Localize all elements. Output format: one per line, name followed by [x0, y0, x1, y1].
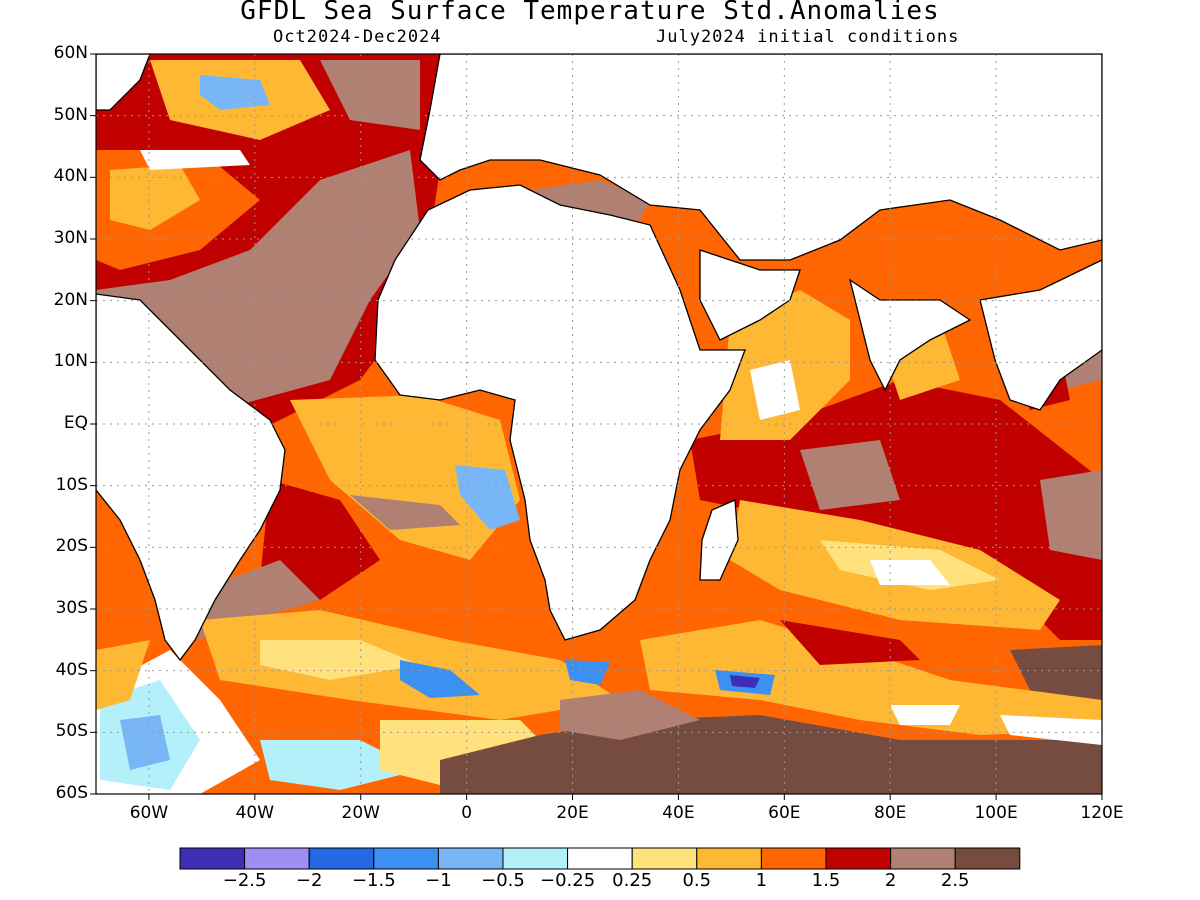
colorbar-label: −1.5	[351, 870, 396, 891]
colorbar-swatch	[825, 847, 892, 870]
africa-land	[374, 184, 746, 641]
greenland-iceland-land	[96, 54, 151, 111]
anomaly-region	[96, 640, 150, 710]
anomaly-region	[120, 715, 170, 770]
anomaly-region	[560, 690, 700, 740]
lat-label: 40N	[53, 166, 88, 187]
colorbar	[179, 847, 1021, 870]
colorbar-label: −2	[295, 870, 323, 891]
anomaly-region	[780, 620, 920, 665]
anomaly-region	[1040, 470, 1102, 560]
lat-label: EQ	[63, 413, 88, 433]
anomaly-region	[400, 660, 480, 698]
colorbar-swatch	[890, 847, 956, 870]
southeast-asia-land	[979, 259, 1102, 411]
lat-label: 10S	[55, 474, 88, 495]
colorbar-label: 0.5	[682, 870, 712, 891]
anomaly-region	[730, 675, 760, 688]
anomaly-region	[750, 360, 800, 420]
map-title: GFDL Sea Surface Temperature Std.Anomali…	[240, 0, 940, 26]
lat-label: 50S	[55, 721, 88, 742]
lat-label: 20S	[55, 536, 88, 557]
colorbar-label: 2	[884, 870, 897, 891]
land-masses	[96, 54, 1102, 662]
lat-label: 30S	[55, 598, 88, 618]
colorbar-swatch	[954, 847, 1021, 870]
colorbar-swatch	[437, 847, 504, 870]
lat-label: 30N	[53, 228, 88, 248]
south-america-land	[96, 293, 286, 662]
colorbar-swatch	[696, 847, 762, 870]
lon-label: 40W	[235, 803, 275, 823]
anomaly-region	[290, 395, 520, 560]
colorbar-label: −0.25	[540, 870, 596, 891]
lat-label: 50N	[53, 104, 88, 125]
colorbar-swatch	[760, 847, 827, 870]
lon-label: 20E	[556, 803, 589, 823]
colorbar-label: −0.5	[481, 870, 525, 891]
colorbar-swatch	[244, 847, 310, 870]
anomaly-region	[350, 495, 460, 530]
colorbar-label: 0.25	[612, 870, 653, 891]
madagascar-land	[699, 499, 739, 581]
colorbar-swatch	[373, 847, 439, 870]
lon-label: 80E	[874, 803, 907, 823]
colorbar-swatch	[502, 847, 569, 870]
map-field	[96, 54, 1102, 794]
anomaly-region	[1000, 715, 1102, 745]
anomaly-region	[565, 660, 610, 685]
anomaly-region	[890, 705, 960, 725]
anomaly-region	[320, 60, 420, 130]
lat-label: 60N	[53, 43, 88, 63]
initial-conditions: July2024 initial conditions	[656, 27, 960, 47]
map-frame	[95, 53, 1103, 795]
lat-label: 40S	[55, 659, 88, 680]
lat-label: 20N	[53, 289, 88, 310]
lon-label: 60W	[129, 803, 169, 823]
anomaly-region	[260, 640, 420, 680]
colorbar-label: 1.5	[811, 870, 841, 891]
lon-label: 40E	[662, 803, 695, 823]
lon-label: 120E	[1080, 803, 1124, 823]
lon-label: 20W	[341, 803, 380, 823]
lon-label: 60E	[768, 803, 801, 823]
colorbar-swatch	[567, 847, 633, 870]
lat-label: 60S	[55, 783, 88, 803]
anomaly-region	[800, 440, 900, 510]
lon-label: 100E	[974, 803, 1018, 823]
anomaly-region	[455, 465, 520, 530]
forecast-period: Oct2024-Dec2024	[273, 27, 442, 47]
anomaly-region	[640, 620, 1102, 735]
colorbar-label: −1	[425, 870, 452, 891]
europe-land	[419, 54, 1102, 261]
colorbar-swatch	[308, 847, 375, 870]
colorbar-swatch	[179, 847, 246, 870]
colorbar-label: 1	[755, 870, 768, 891]
colorbar-label: 2.5	[940, 870, 970, 891]
anomaly-region	[110, 165, 200, 230]
lat-label: 10N	[53, 351, 88, 372]
anomaly-region	[200, 75, 270, 110]
colorbar-label: −2.5	[222, 870, 267, 891]
arabia-land	[699, 249, 801, 341]
lon-label: 0	[461, 803, 473, 823]
colorbar-swatch	[631, 847, 698, 870]
anomaly-region	[140, 150, 250, 170]
